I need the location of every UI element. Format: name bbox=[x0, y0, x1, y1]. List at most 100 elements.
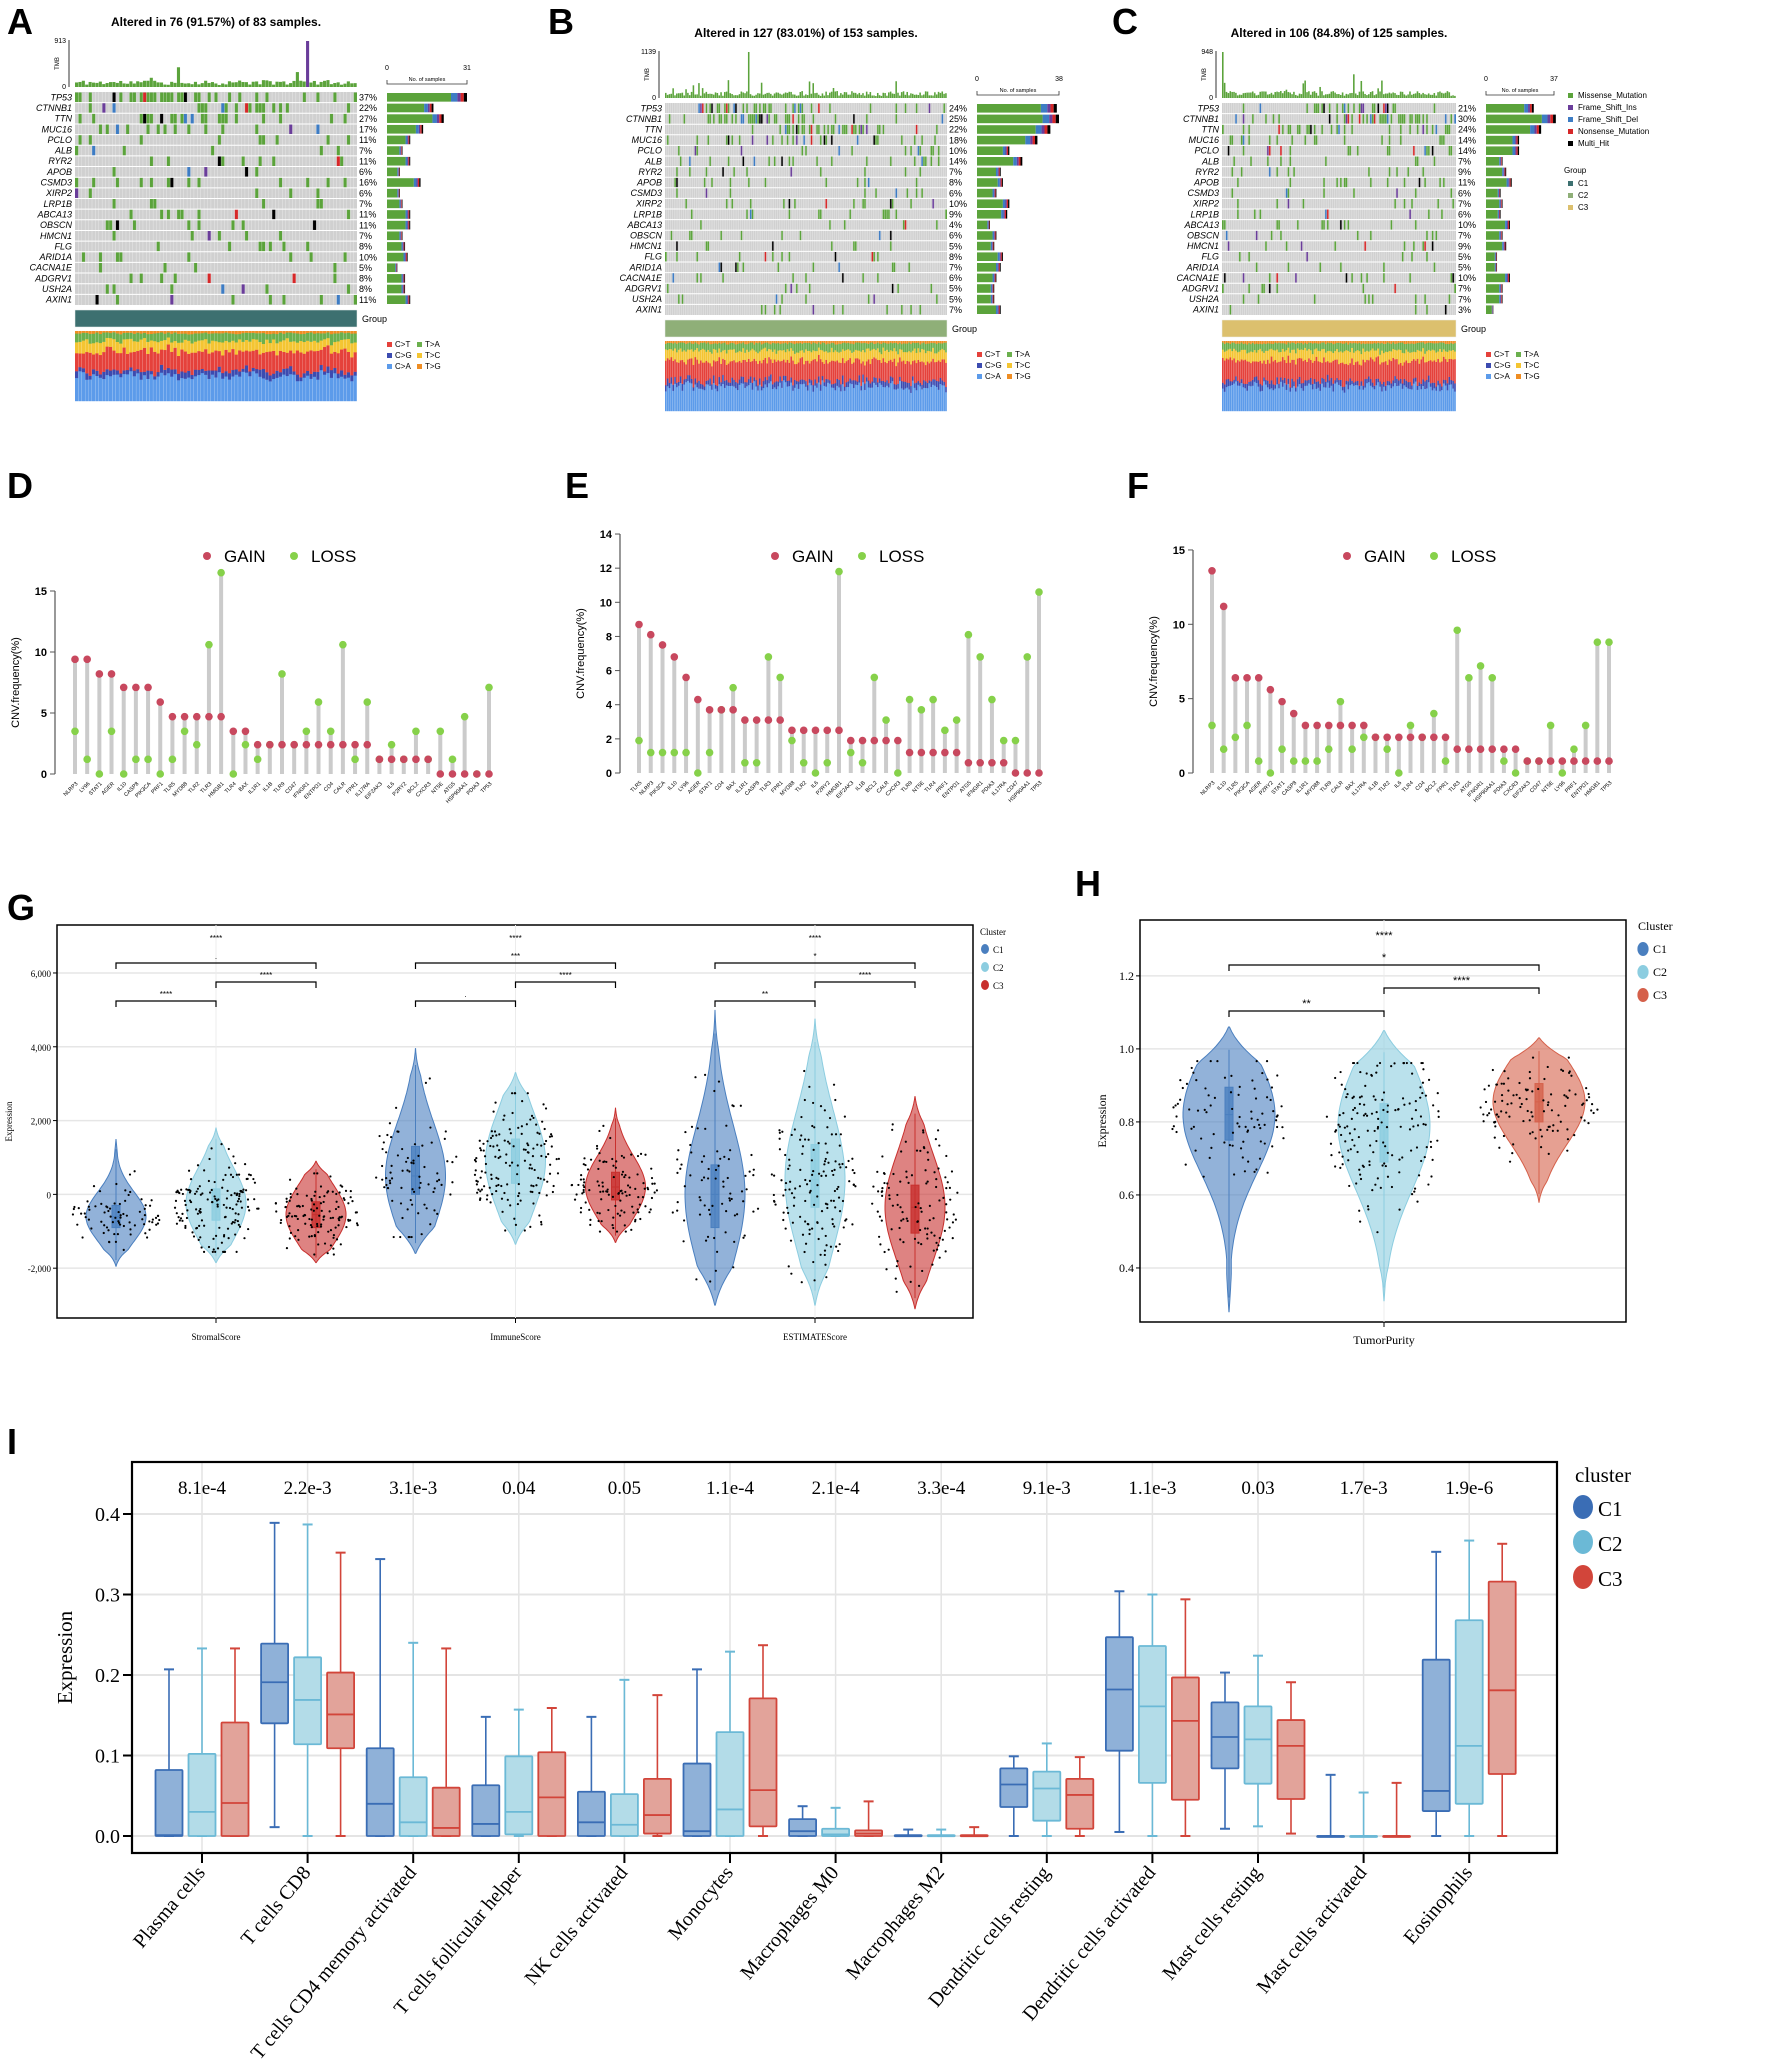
mutation-cell bbox=[1446, 124, 1449, 135]
spectrum-bar-segment bbox=[1283, 341, 1286, 344]
spectrum-bar-segment bbox=[766, 379, 769, 388]
tmb-bar bbox=[692, 85, 695, 98]
mutation-cell bbox=[858, 124, 861, 135]
tmb-bar bbox=[923, 94, 925, 98]
mutation-cell bbox=[792, 114, 795, 124]
spectrum-bar-segment bbox=[1377, 378, 1380, 383]
spectrum-bar-segment bbox=[1427, 375, 1430, 383]
spectrum-bar-segment bbox=[142, 331, 147, 333]
spectrum-bar-segment bbox=[1412, 383, 1415, 412]
spectrum-bar-segment bbox=[729, 341, 732, 344]
spectrum-bar-segment bbox=[193, 333, 198, 342]
spectrum-bar-segment bbox=[1238, 341, 1241, 344]
tmb-bar bbox=[1366, 95, 1368, 98]
spectrum-bar-segment bbox=[340, 349, 344, 371]
spectrum-bar-segment bbox=[670, 342, 673, 350]
sample-count-bar-segment bbox=[1000, 178, 1002, 187]
spectrum-bar-segment bbox=[1332, 383, 1335, 392]
spectrum-bar-segment bbox=[1364, 379, 1366, 388]
spectrum-bar-segment bbox=[1426, 341, 1428, 344]
gene-label: TTN bbox=[55, 114, 73, 124]
spectrum-bar-segment bbox=[1250, 386, 1252, 412]
loss-point bbox=[1208, 721, 1216, 730]
spectrum-bar-segment bbox=[733, 379, 735, 387]
loss-point bbox=[988, 695, 996, 704]
gain-point bbox=[741, 716, 749, 724]
spectrum-bar-segment bbox=[1255, 352, 1258, 362]
spectrum-bar-segment bbox=[176, 331, 181, 334]
spectrum-bar-segment bbox=[677, 381, 680, 386]
spectrum-bar-segment bbox=[825, 359, 827, 380]
panel-label-c: C bbox=[1112, 1, 1138, 42]
mutation-cell bbox=[696, 145, 699, 156]
spectrum-bar-segment bbox=[1368, 351, 1370, 361]
group-legend-swatch bbox=[1568, 193, 1573, 198]
spectrum-legend-swatch bbox=[1516, 363, 1521, 368]
spectrum-bar-segment bbox=[1386, 380, 1389, 386]
spectrum-bar-segment bbox=[316, 371, 320, 380]
mutation-cell bbox=[784, 283, 787, 294]
mutation-cell bbox=[129, 209, 133, 220]
mutation-cell bbox=[1418, 177, 1421, 188]
spectrum-bar-segment bbox=[306, 375, 310, 402]
gene-label: NT5E bbox=[431, 781, 445, 795]
tmb-bar bbox=[1283, 91, 1286, 98]
spectrum-bar-segment bbox=[808, 350, 811, 364]
spectrum-bar-segment bbox=[696, 343, 698, 349]
gene-label: USH2A bbox=[42, 284, 72, 294]
spectrum-bar-segment bbox=[1401, 388, 1404, 412]
spectrum-bar-segment bbox=[816, 341, 818, 344]
spectrum-bar-segment bbox=[1358, 342, 1361, 352]
spectrum-bar-segment bbox=[860, 341, 863, 344]
spectrum-bar-segment bbox=[945, 386, 947, 393]
mutation-cell bbox=[255, 188, 259, 198]
spectrum-bar-segment bbox=[112, 331, 116, 333]
spectrum-bar-segment bbox=[913, 387, 916, 412]
mutation-cell bbox=[694, 145, 697, 156]
spectrum-bar-segment bbox=[1253, 343, 1256, 351]
tmb-bar bbox=[1313, 91, 1316, 98]
loss-point bbox=[882, 716, 890, 724]
spectrum-bar-segment bbox=[760, 390, 763, 412]
spectrum-bar-segment bbox=[832, 383, 835, 388]
mutation-cell bbox=[200, 113, 205, 124]
spectrum-bar-segment bbox=[1431, 341, 1434, 344]
mutation-cell bbox=[1392, 103, 1395, 114]
spectrum-bar-segment bbox=[786, 380, 789, 387]
spectrum-bar-segment bbox=[265, 339, 269, 353]
mutation-cell bbox=[904, 145, 907, 156]
spectrum-bar-segment bbox=[1244, 343, 1247, 350]
mutation-cell bbox=[779, 124, 782, 135]
sample-count-bar-segment bbox=[977, 210, 1002, 219]
spectrum-bar-segment bbox=[869, 350, 872, 365]
tmb-bar bbox=[193, 81, 198, 87]
spectrum-bar-segment bbox=[1272, 341, 1275, 345]
mutation-cell bbox=[838, 262, 841, 273]
sample-count-bar-segment bbox=[1486, 305, 1492, 314]
tmb-bar bbox=[353, 83, 357, 87]
mutation-cell bbox=[794, 198, 796, 209]
spectrum-bar-segment bbox=[316, 342, 320, 351]
spectrum-bar-segment bbox=[108, 331, 113, 334]
spectrum-bar-segment bbox=[136, 332, 140, 342]
gene-label: CSMD3 bbox=[1187, 188, 1219, 198]
spectrum-bar-segment bbox=[1236, 343, 1239, 353]
tmb-bar bbox=[795, 95, 798, 98]
spectrum-bar-segment bbox=[265, 331, 269, 335]
loss-point bbox=[95, 770, 104, 778]
spectrum-bar-segment bbox=[908, 361, 910, 384]
mutation-cell bbox=[1388, 135, 1391, 145]
spectrum-bar-segment bbox=[865, 377, 868, 382]
spectrum-bar-segment bbox=[1450, 379, 1453, 385]
mutation-cell bbox=[1313, 135, 1316, 145]
tmb-bar bbox=[1437, 92, 1439, 98]
spectrum-bar-segment bbox=[1382, 386, 1385, 412]
data-point bbox=[148, 1228, 151, 1231]
spectrum-bar-segment bbox=[1263, 377, 1265, 382]
spectrum-bar-segment bbox=[888, 351, 890, 361]
spectrum-bar-segment bbox=[261, 368, 266, 379]
mutation-cell bbox=[676, 188, 678, 198]
spectrum-bar-segment bbox=[928, 383, 931, 412]
sample-count-bar-segment bbox=[995, 273, 997, 283]
spectrum-bar-segment bbox=[712, 375, 715, 384]
